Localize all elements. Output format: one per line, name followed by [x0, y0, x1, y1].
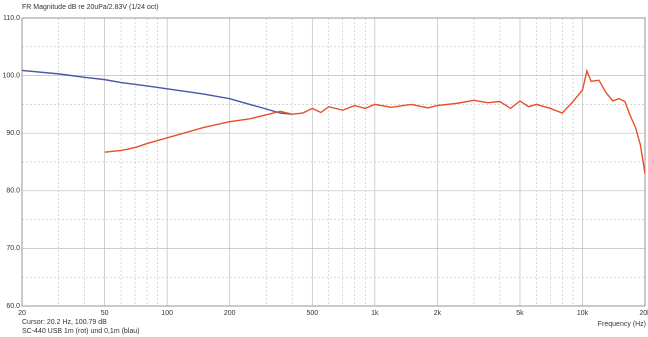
series-line: [21, 69, 293, 115]
x-axis-label: Frequency (Hz): [598, 321, 646, 328]
series-line: [104, 68, 646, 174]
x-tick-label: 200: [224, 310, 236, 317]
x-tick-label: 1k: [371, 310, 379, 317]
y-tick-label: 100.0: [2, 72, 20, 79]
legend-annotation: SC-440 USB 1m (rot) und 0,1m (blau): [22, 328, 140, 335]
x-tick-label: 5k: [516, 310, 524, 317]
y-tick-label: 110.0: [3, 15, 20, 22]
x-tick-label: 10k: [577, 310, 589, 317]
x-tick-label: 20k: [639, 310, 648, 317]
y-tick-label: 90.0: [6, 130, 20, 137]
x-tick-label: 2k: [434, 310, 442, 317]
plot-frame: [21, 17, 646, 307]
x-tick-label: 50: [101, 310, 109, 317]
y-tick-label: 80.0: [6, 188, 20, 195]
x-tick-label: 20: [18, 310, 26, 317]
y-tick-label: 70.0: [6, 245, 20, 252]
y-tick-label: 60.0: [6, 303, 20, 310]
cursor-annotation: Cursor: 20.2 Hz, 100.79 dB: [22, 319, 107, 326]
x-tick-label: 500: [306, 310, 318, 317]
x-tick-label: 100: [161, 310, 173, 317]
chart-title: FR Magnitude dB re 20uPa/2.83V (1/24 oct…: [22, 4, 159, 11]
